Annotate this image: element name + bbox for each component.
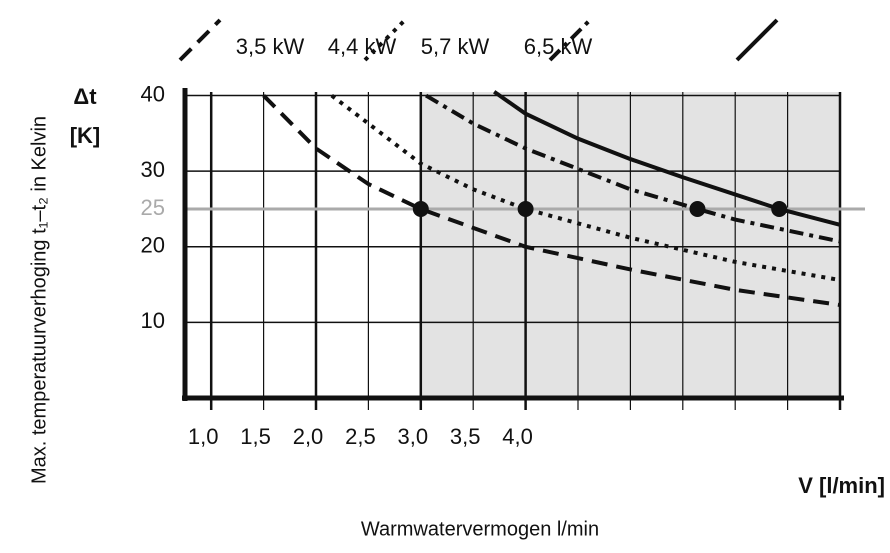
y-tick-label: 20 — [141, 233, 165, 258]
legend-swatch — [548, 18, 592, 62]
legend-label: 6,5 kW — [524, 34, 593, 59]
caption: Warmwatervermogen l/min — [361, 518, 599, 540]
legend-label: 4,4 kW — [328, 34, 397, 59]
y-tick-label: 30 — [141, 157, 165, 182]
y-tick-label: 10 — [141, 308, 165, 333]
reference-label: 25 — [141, 195, 165, 220]
x-tick-label: 2,5 — [345, 424, 376, 449]
legend-label: 5,7 kW — [421, 34, 490, 59]
legend-swatch — [178, 18, 222, 62]
y-unit: [K] — [70, 123, 101, 148]
x-tick-label: 3,5 — [450, 424, 481, 449]
point-marker — [517, 200, 534, 217]
point-marker — [689, 200, 706, 217]
point-marker — [412, 200, 429, 217]
y-axis-label: Max. temperatuurverhoging t₁–t₂ in Kelvi… — [28, 116, 50, 484]
point-marker — [771, 200, 788, 217]
x-tick-label: 1,5 — [240, 424, 271, 449]
x-axis-label: V [l/min] — [798, 473, 885, 498]
x-tick-label: 1,0 — [188, 424, 219, 449]
curve — [262, 94, 841, 307]
curve — [425, 93, 841, 244]
x-tick-label: 3,0 — [398, 424, 429, 449]
legend-swatch — [735, 18, 779, 62]
y-tick-label: 40 — [141, 81, 165, 106]
x-tick-label: 4,0 — [502, 424, 533, 449]
y-symbol: Δt — [73, 84, 97, 109]
legend-label: 3,5 kW — [236, 34, 305, 59]
x-tick-label: 2,0 — [293, 424, 324, 449]
